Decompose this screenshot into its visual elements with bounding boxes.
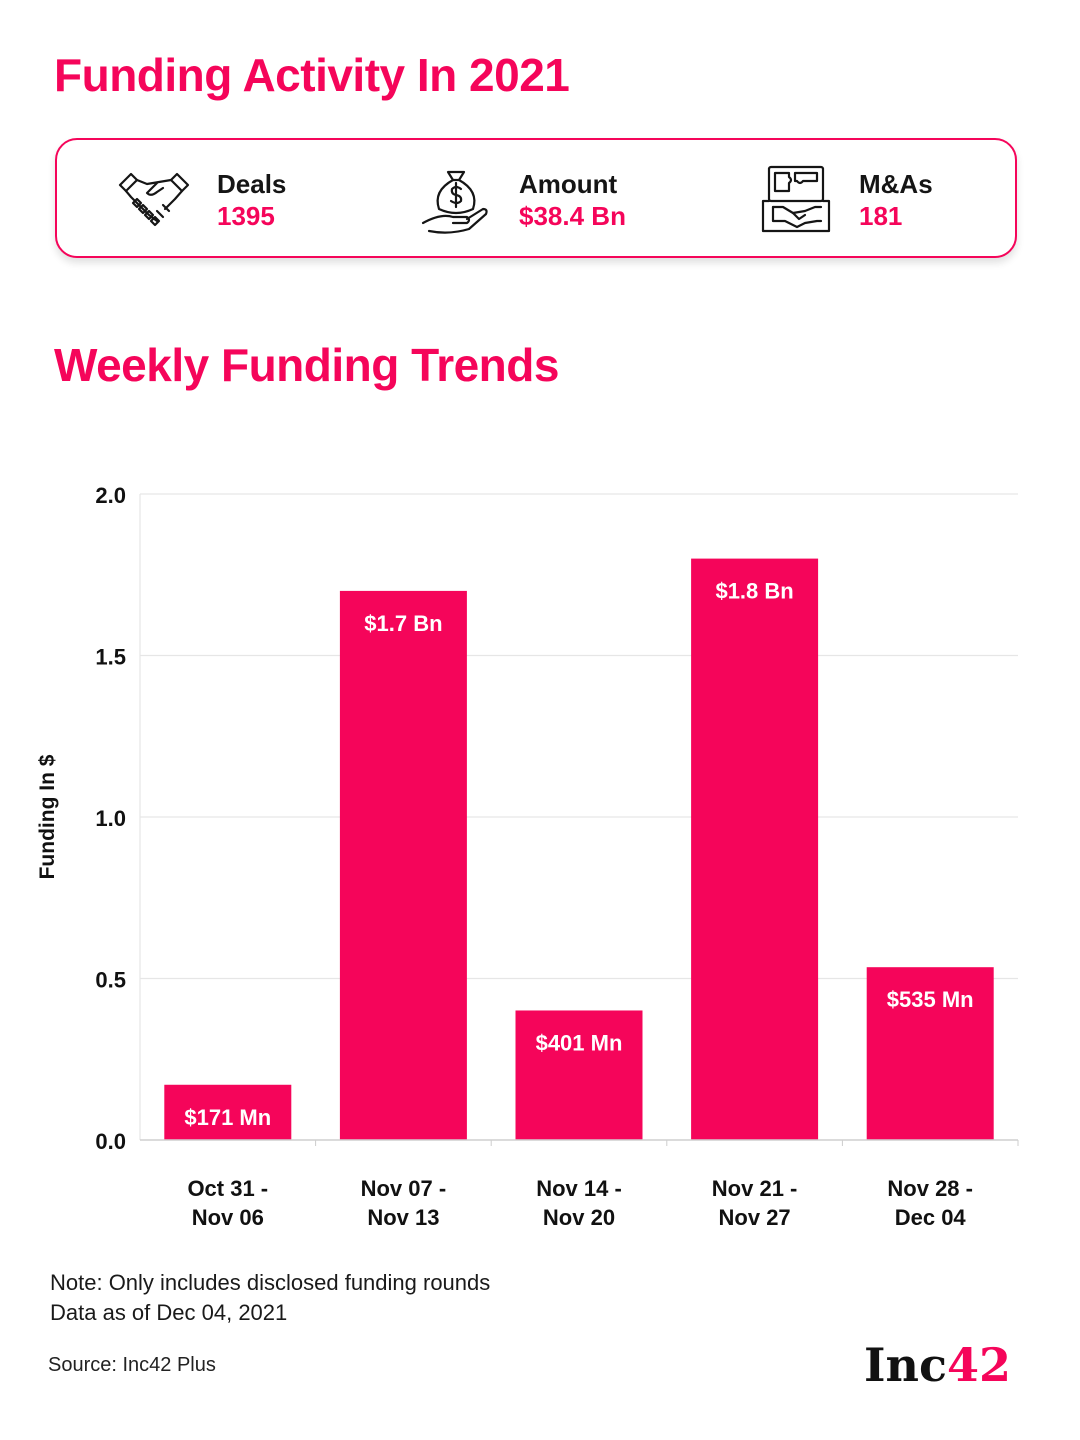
- stat-ma: M&As 181: [759, 140, 933, 260]
- x-tick-label: Nov 21 -: [712, 1176, 798, 1201]
- y-tick-label: 0.5: [95, 968, 126, 993]
- bar-data-label: $401 Mn: [536, 1030, 623, 1055]
- puzzle-handshake-icon: [759, 163, 833, 237]
- bar-data-label: $535 Mn: [887, 987, 974, 1012]
- bar: [866, 967, 994, 1140]
- note-disclosed: Note: Only includes disclosed funding ro…: [50, 1270, 491, 1295]
- bar-data-label: $1.7 Bn: [364, 611, 442, 636]
- stat-deals: Deals 1395: [117, 140, 286, 260]
- stat-label: Deals: [217, 169, 287, 199]
- y-tick-label: 2.0: [95, 483, 126, 508]
- money-bag-hand-icon: [419, 163, 493, 237]
- note-data-date: Data as of Dec 04, 2021: [50, 1300, 288, 1325]
- stat-value: $38.4 Bn: [519, 201, 626, 231]
- bar: [691, 558, 819, 1140]
- bar-data-label: $171 Mn: [184, 1105, 271, 1130]
- stats-card: Deals 1395 Amount $38.4 Bn: [55, 138, 1017, 258]
- x-tick-label: Nov 13: [367, 1205, 439, 1230]
- x-tick-label: Nov 07 -: [361, 1176, 447, 1201]
- stat-amount: Amount $38.4 Bn: [419, 140, 626, 260]
- y-tick-label: 1.5: [95, 645, 126, 670]
- x-tick-label: Oct 31 -: [187, 1176, 268, 1201]
- section-title: Weekly Funding Trends: [54, 339, 559, 391]
- x-tick-label: Nov 20: [543, 1205, 615, 1230]
- stat-label: Amount: [519, 169, 618, 199]
- bar: [339, 590, 467, 1140]
- weekly-funding-chart: 0.0 0.5 1.0 1.5 2.0 Funding In $ $171 Mn Oct 31…: [36, 483, 1019, 1230]
- stat-value: 1395: [217, 201, 275, 231]
- bar-data-label: $1.8 Bn: [715, 579, 793, 604]
- stat-label: M&As: [859, 169, 933, 199]
- page-title: Funding Activity In 2021: [54, 49, 570, 101]
- stat-value: 181: [859, 201, 903, 231]
- notes: Note: Only includes disclosed funding ro…: [50, 1268, 490, 1328]
- y-tick-label: 1.0: [95, 806, 126, 831]
- x-tick-label: Nov 14 -: [536, 1176, 622, 1201]
- x-tick-label: Nov 27: [719, 1205, 791, 1230]
- x-tick-label: Nov 06: [192, 1205, 264, 1230]
- handshake-icon: [117, 163, 191, 237]
- source-text: Source: Inc42 Plus: [48, 1354, 216, 1376]
- y-axis-label: Funding In $: [36, 754, 59, 879]
- x-tick-label: Dec 04: [895, 1205, 967, 1230]
- bar: [515, 1010, 643, 1140]
- x-tick-label: Nov 28 -: [887, 1176, 973, 1201]
- inc42-logo: Inc42: [864, 1338, 1011, 1392]
- y-tick-label: 0.0: [95, 1129, 126, 1154]
- bar: [164, 1084, 292, 1140]
